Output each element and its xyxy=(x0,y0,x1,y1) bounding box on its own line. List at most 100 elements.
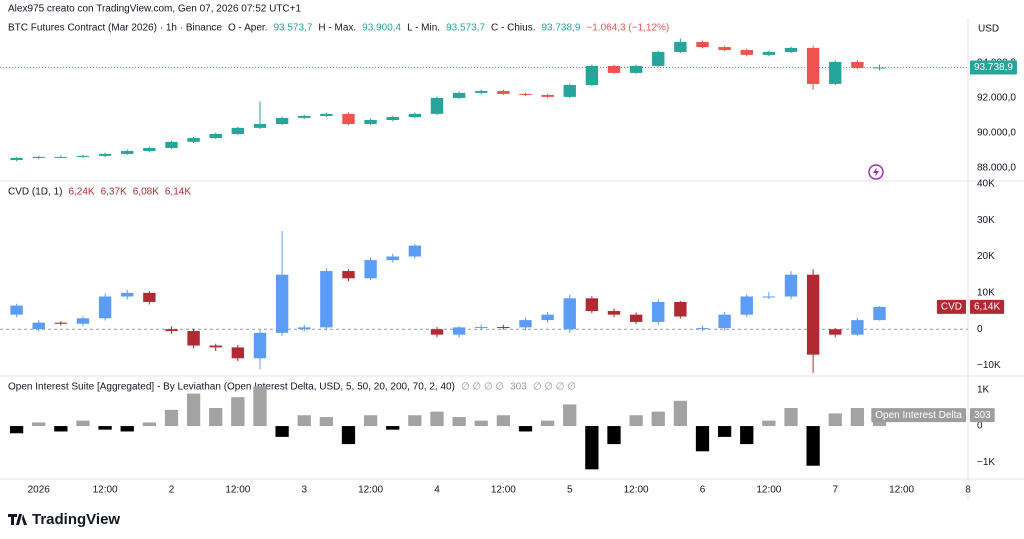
series xyxy=(10,231,886,373)
bar xyxy=(762,420,776,427)
tag-value-box xyxy=(970,299,1005,314)
candle-body xyxy=(497,90,510,94)
brand-logo[interactable]: TradingView xyxy=(8,511,120,528)
legend-item: 6,37K xyxy=(101,187,127,198)
x-tick-label: 12:00 xyxy=(889,485,914,496)
x-tick-label: 12:00 xyxy=(624,485,649,496)
y-tick-label: −10K xyxy=(977,360,1001,371)
bar xyxy=(98,426,112,430)
candle-body xyxy=(784,274,798,297)
candle-body xyxy=(143,292,156,302)
series xyxy=(9,386,887,470)
candle-body xyxy=(364,260,377,279)
currency: USD xyxy=(978,24,999,35)
candle-body xyxy=(98,296,112,319)
candle-body xyxy=(475,327,488,329)
candle-body xyxy=(165,141,178,148)
candle-body xyxy=(519,93,532,95)
bar xyxy=(651,411,665,427)
candle-body xyxy=(209,133,222,139)
candle-body xyxy=(342,113,355,125)
candle-body xyxy=(541,314,554,321)
candle-body xyxy=(298,327,311,330)
legend-item: 93.738,9 xyxy=(541,23,580,34)
candle-body xyxy=(607,311,621,315)
bar xyxy=(408,415,422,427)
tag-name-box xyxy=(936,299,966,314)
tag-value: 303 xyxy=(974,410,991,421)
bar xyxy=(164,409,179,427)
tag-name: CVD xyxy=(941,302,962,313)
candle-body xyxy=(629,314,643,322)
legend-item: L - Min. xyxy=(407,23,440,34)
bar xyxy=(717,426,732,437)
x-tick-label: 12:00 xyxy=(358,485,383,496)
y-tick-label: 0 xyxy=(977,421,983,432)
candle-body xyxy=(430,329,444,335)
candle-body xyxy=(585,298,599,312)
candle-body xyxy=(32,156,45,158)
candle-body xyxy=(430,97,444,114)
candle-body xyxy=(829,329,842,335)
candle-body xyxy=(209,345,222,348)
x-tick-label: 4 xyxy=(434,485,440,496)
candle-body xyxy=(784,47,798,52)
legend-item: 303 xyxy=(510,382,527,393)
tag-value: 93.738,9 xyxy=(974,62,1013,73)
candle-body xyxy=(851,320,864,335)
tag-name: Open Interest Delta xyxy=(875,410,962,421)
candle-body xyxy=(275,274,289,333)
candle-body xyxy=(497,327,510,329)
legend-item: 6,08K xyxy=(133,187,159,198)
bar xyxy=(563,404,577,427)
legend-item: ∅ ∅ ∅ ∅ xyxy=(533,382,576,393)
legend-item: BTC Futures Contract (Mar 2026) · 1h · B… xyxy=(8,23,222,34)
candle-body xyxy=(718,47,731,51)
y-tick-label: 30K xyxy=(977,215,995,226)
candle-body xyxy=(320,113,333,116)
bar xyxy=(806,426,820,466)
bar xyxy=(695,426,710,452)
legend-item: H - Max. xyxy=(318,23,356,34)
bar xyxy=(209,408,223,427)
candle-body xyxy=(452,327,466,335)
legend-item: Open Interest Suite [Aggregated] - By Le… xyxy=(8,382,455,393)
legend-item: 6,24K xyxy=(68,187,94,198)
tag-value-box xyxy=(970,408,995,423)
bar xyxy=(341,426,356,445)
candle-body xyxy=(696,41,709,48)
candle-body xyxy=(873,306,886,321)
candle-body xyxy=(298,115,311,118)
candle-body xyxy=(76,318,90,324)
bar xyxy=(607,426,621,445)
x-tick-label: 7 xyxy=(832,485,838,496)
x-tick-label: 8 xyxy=(965,485,971,496)
y-tick-label: 0 xyxy=(977,324,983,335)
tag-name-box xyxy=(871,408,966,423)
legend-item: 6,14K xyxy=(165,187,191,198)
bar xyxy=(231,397,245,427)
candle-body xyxy=(762,51,776,55)
candle-body xyxy=(187,138,200,142)
bar xyxy=(386,426,400,430)
y-tick-label: 88.000,0 xyxy=(977,163,1016,174)
candle-body xyxy=(718,314,731,329)
legend-item: 93.573,7 xyxy=(446,23,485,34)
lightning-icon[interactable] xyxy=(868,164,884,180)
bar xyxy=(275,426,289,437)
candle-body xyxy=(674,41,687,52)
bar xyxy=(784,408,798,427)
candle-body xyxy=(806,274,820,355)
candle-body xyxy=(386,256,399,261)
legend-item: 93.573,7 xyxy=(273,23,312,34)
candle-body xyxy=(32,322,45,330)
candle-body xyxy=(806,47,820,84)
candle-body xyxy=(652,301,665,322)
candle-body xyxy=(10,305,23,315)
x-tick-label: 3 xyxy=(301,485,307,496)
bar xyxy=(9,426,24,434)
series xyxy=(10,38,886,162)
candle-body xyxy=(165,329,178,332)
candle-body xyxy=(851,61,864,69)
